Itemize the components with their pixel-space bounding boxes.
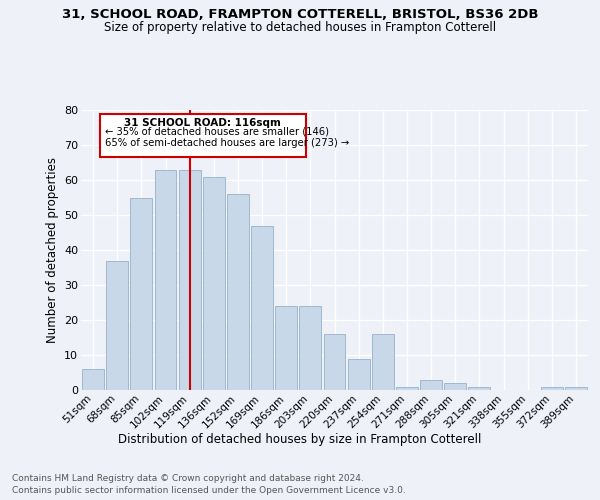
FancyBboxPatch shape — [100, 114, 305, 157]
Bar — [106, 260, 128, 390]
Bar — [469, 386, 490, 390]
Text: Distribution of detached houses by size in Frampton Cotterell: Distribution of detached houses by size … — [118, 432, 482, 446]
Text: 31, SCHOOL ROAD, FRAMPTON COTTERELL, BRISTOL, BS36 2DB: 31, SCHOOL ROAD, FRAMPTON COTTERELL, BRI… — [62, 8, 538, 20]
Bar — [130, 198, 152, 390]
Bar — [203, 176, 224, 390]
Bar — [275, 306, 297, 390]
Text: Contains public sector information licensed under the Open Government Licence v3: Contains public sector information licen… — [12, 486, 406, 495]
Bar — [155, 170, 176, 390]
Bar — [541, 386, 563, 390]
Bar — [420, 380, 442, 390]
Text: Contains HM Land Registry data © Crown copyright and database right 2024.: Contains HM Land Registry data © Crown c… — [12, 474, 364, 483]
Bar — [396, 386, 418, 390]
Bar — [227, 194, 249, 390]
Bar — [348, 358, 370, 390]
Bar — [445, 383, 466, 390]
Text: 31 SCHOOL ROAD: 116sqm: 31 SCHOOL ROAD: 116sqm — [124, 118, 281, 128]
Bar — [251, 226, 273, 390]
Text: ← 35% of detached houses are smaller (146): ← 35% of detached houses are smaller (14… — [105, 127, 329, 137]
Bar — [323, 334, 346, 390]
Bar — [179, 170, 200, 390]
Bar — [565, 386, 587, 390]
Bar — [299, 306, 321, 390]
Bar — [372, 334, 394, 390]
Text: 65% of semi-detached houses are larger (273) →: 65% of semi-detached houses are larger (… — [105, 138, 349, 148]
Y-axis label: Number of detached properties: Number of detached properties — [46, 157, 59, 343]
Bar — [82, 369, 104, 390]
Text: Size of property relative to detached houses in Frampton Cotterell: Size of property relative to detached ho… — [104, 21, 496, 34]
